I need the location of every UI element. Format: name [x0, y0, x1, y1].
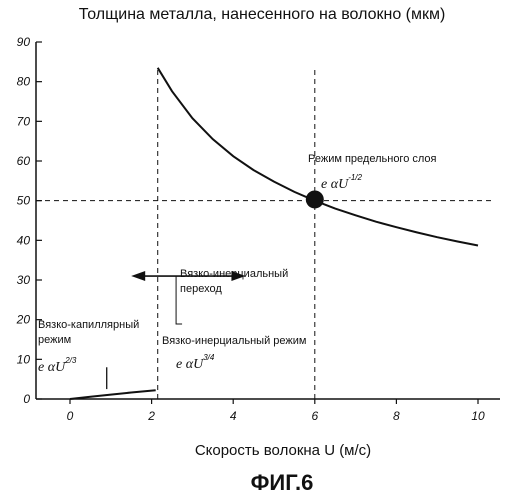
y-tick-label: 60 [17, 154, 31, 168]
x-tick-label: 0 [67, 409, 74, 423]
x-tick-label: 4 [230, 409, 237, 423]
y-tick-label: 10 [17, 352, 31, 366]
y-tick-label: 50 [17, 194, 31, 208]
series-group [70, 68, 478, 399]
limit-formula: e αU-1/2 [321, 173, 363, 192]
x-tick-label: 2 [147, 409, 155, 423]
limit-regime-label: Режим предельного слоя [308, 153, 437, 165]
inertial-regime-label: Вязко-инерциальный режим [162, 335, 306, 347]
inertial-formula-exp: 3/4 [203, 353, 215, 362]
limit-regime-marker [306, 190, 324, 208]
y-tick-label: 30 [17, 273, 31, 287]
inertial-formula-base: e αU [176, 357, 204, 372]
transition-label-line2: переход [180, 283, 222, 295]
limit-formula-exp: -1/2 [348, 173, 362, 182]
chart-title: Толщина металла, нанесенного на волокно … [79, 6, 446, 23]
capillary-formula-exp: 2/3 [64, 356, 77, 365]
y-tick-label: 40 [17, 233, 31, 247]
x-tick-label: 6 [311, 409, 318, 423]
series-line-1 [70, 390, 156, 399]
x-axis-label: Скорость волокна U (м/с) [195, 442, 371, 459]
capillary-formula: e αU2/3 [38, 356, 77, 375]
arrow-head-left [131, 271, 145, 281]
limit-formula-base: e αU [321, 177, 349, 192]
x-tick-label: 8 [393, 409, 400, 423]
y-tick-label: 20 [16, 313, 31, 327]
capillary-label-line1: Вязко-капиллярный [38, 319, 139, 331]
figure-label: ФИГ.6 [251, 470, 314, 495]
y-tick-label: 0 [23, 392, 30, 406]
y-ticks: 0 10 20 30 40 50 60 70 80 90 [16, 35, 42, 406]
inertial-formula: e αU3/4 [176, 353, 215, 372]
capillary-formula-base: e αU [38, 360, 66, 375]
y-tick-label: 70 [17, 114, 31, 128]
x-tick-label: 10 [471, 409, 485, 423]
capillary-label-line2: режим [38, 334, 71, 346]
y-tick-label: 90 [17, 35, 31, 49]
x-ticks: 0 2 4 6 8 10 [67, 399, 485, 423]
y-tick-label: 80 [17, 75, 31, 89]
transition-label-line1: Вязко-инерциальный [180, 268, 288, 280]
